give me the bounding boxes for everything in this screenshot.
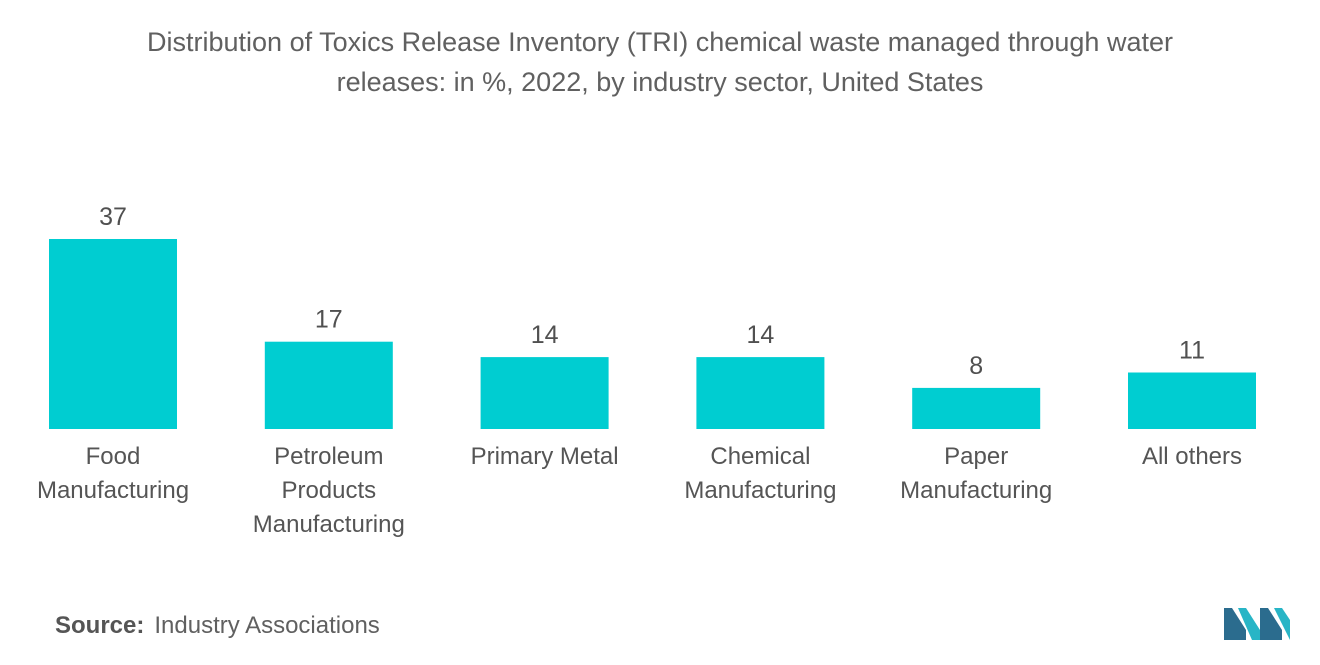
category-label: Manufacturing bbox=[253, 511, 405, 538]
category-label: Manufacturing bbox=[684, 477, 836, 504]
category-label: Food bbox=[86, 443, 141, 470]
source-text: Industry Associations bbox=[154, 612, 380, 639]
bar bbox=[480, 357, 609, 429]
category-label: Primary Metal bbox=[471, 443, 619, 470]
bar bbox=[1128, 372, 1256, 429]
data-label: 11 bbox=[1179, 337, 1205, 365]
source-note: Source: Industry Associations bbox=[55, 612, 380, 640]
data-label: 37 bbox=[99, 203, 127, 231]
source-label: Source: bbox=[55, 612, 145, 639]
bar-chart: 37 Food Manufacturing 17 Petroleum Products Ma… bbox=[37, 203, 1256, 538]
chart-title-line-2: releases: in %, 2022, by industry sector… bbox=[336, 67, 984, 97]
category-label: Manufacturing bbox=[37, 477, 189, 504]
data-label: 14 bbox=[531, 321, 559, 349]
data-label: 8 bbox=[969, 352, 983, 380]
category-label: Paper bbox=[944, 443, 1008, 470]
category-label: Chemical bbox=[710, 443, 810, 470]
chart-title-line-1: Distribution of Toxics Release Inventory… bbox=[147, 27, 1173, 57]
bar bbox=[912, 387, 1041, 429]
category-label: Products bbox=[281, 477, 376, 504]
bar bbox=[49, 239, 177, 429]
bar bbox=[696, 357, 825, 429]
category-label: Manufacturing bbox=[900, 477, 1052, 504]
category-label: Petroleum bbox=[274, 443, 383, 470]
chart-title: Distribution of Toxics Release Inventory… bbox=[40, 22, 1280, 102]
bar bbox=[264, 341, 393, 429]
data-label: 14 bbox=[746, 321, 774, 349]
data-label: 17 bbox=[315, 306, 343, 334]
category-label: All others bbox=[1142, 443, 1242, 470]
brand-logo-icon bbox=[1224, 608, 1290, 640]
